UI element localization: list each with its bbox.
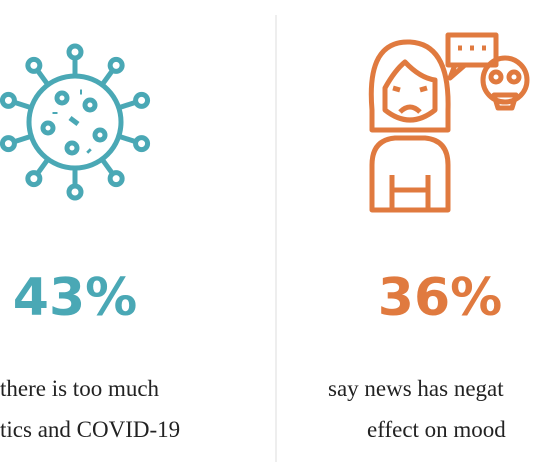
spike-tip (0, 135, 17, 153)
spike (117, 99, 137, 111)
virus-icon (0, 43, 151, 201)
spike (35, 157, 50, 176)
spike (13, 133, 33, 145)
spike-tip (0, 91, 17, 109)
spike-tip (66, 183, 84, 201)
person-icon (368, 32, 530, 213)
spike-tip (133, 135, 151, 153)
caption-line: tics and COVID-19 (0, 417, 180, 442)
caption-line: say news has negat (328, 376, 504, 401)
stat: 36% (378, 268, 502, 328)
spike (100, 157, 115, 176)
spike-tip (107, 56, 125, 74)
spike (100, 68, 115, 87)
spike-tip (133, 91, 151, 109)
spike-tip (66, 43, 84, 61)
caption-line: effect on mood (367, 417, 506, 442)
stat: 43% (13, 268, 137, 328)
spike (35, 68, 50, 87)
caption-line: there is too much (0, 376, 160, 401)
spike (117, 133, 137, 145)
spike (13, 99, 33, 111)
spike-tip (25, 170, 43, 188)
spike-tip (25, 56, 43, 74)
spike-tip (107, 170, 125, 188)
